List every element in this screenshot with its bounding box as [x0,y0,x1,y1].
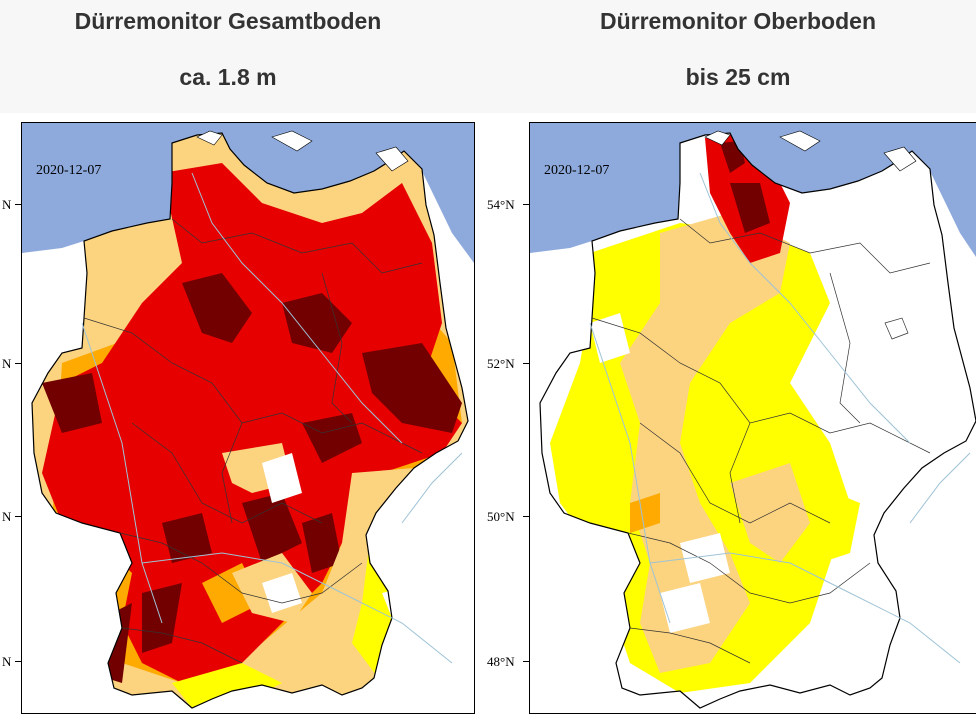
sea-area [22,123,474,263]
right-lat-label-50: 50°N [487,509,515,524]
state-borders-right [591,218,931,664]
right-tick-48 [523,661,529,662]
right-lat-label-54: 54°N [487,197,515,212]
left-map-subtitle: ca. 1.8 m [179,64,277,90]
right-lat-label-52: 52°N [487,356,515,371]
sea-area [530,123,976,257]
left-tick-50 [15,516,21,517]
right-map-date: 2020-12-07 [544,163,610,178]
left-map-date: 2020-12-07 [36,163,102,178]
left-tick-48 [15,661,21,662]
right-tick-52 [523,363,529,364]
left-lat-label-48: N [2,654,12,669]
rivers-right [589,172,971,664]
left-map-title: Dürremonitor Gesamtboden [74,8,382,34]
right-map-title: Dürremonitor Oberboden [599,8,876,34]
right-tick-50 [523,516,529,517]
left-lat-label-52: N [2,356,12,371]
islands-left [196,130,409,172]
header-bar [0,0,976,113]
germany-drought-map-left [22,123,474,709]
left-tick-54 [15,204,21,205]
left-tick-52 [15,363,21,364]
state-borders-left [83,218,423,664]
right-tick-54 [523,204,529,205]
left-lat-label-50: N [2,509,12,524]
germany-drought-map-right [530,123,976,709]
rivers-left [81,172,463,664]
right-map-subtitle: bis 25 cm [685,64,791,90]
oberboden-map: 2020-12-07 [529,122,976,714]
islands-right [704,130,917,172]
right-lat-label-48: 48°N [487,654,515,669]
gesamtboden-map: 2020-12-07 [21,122,475,714]
left-lat-label-54: N [2,197,12,212]
